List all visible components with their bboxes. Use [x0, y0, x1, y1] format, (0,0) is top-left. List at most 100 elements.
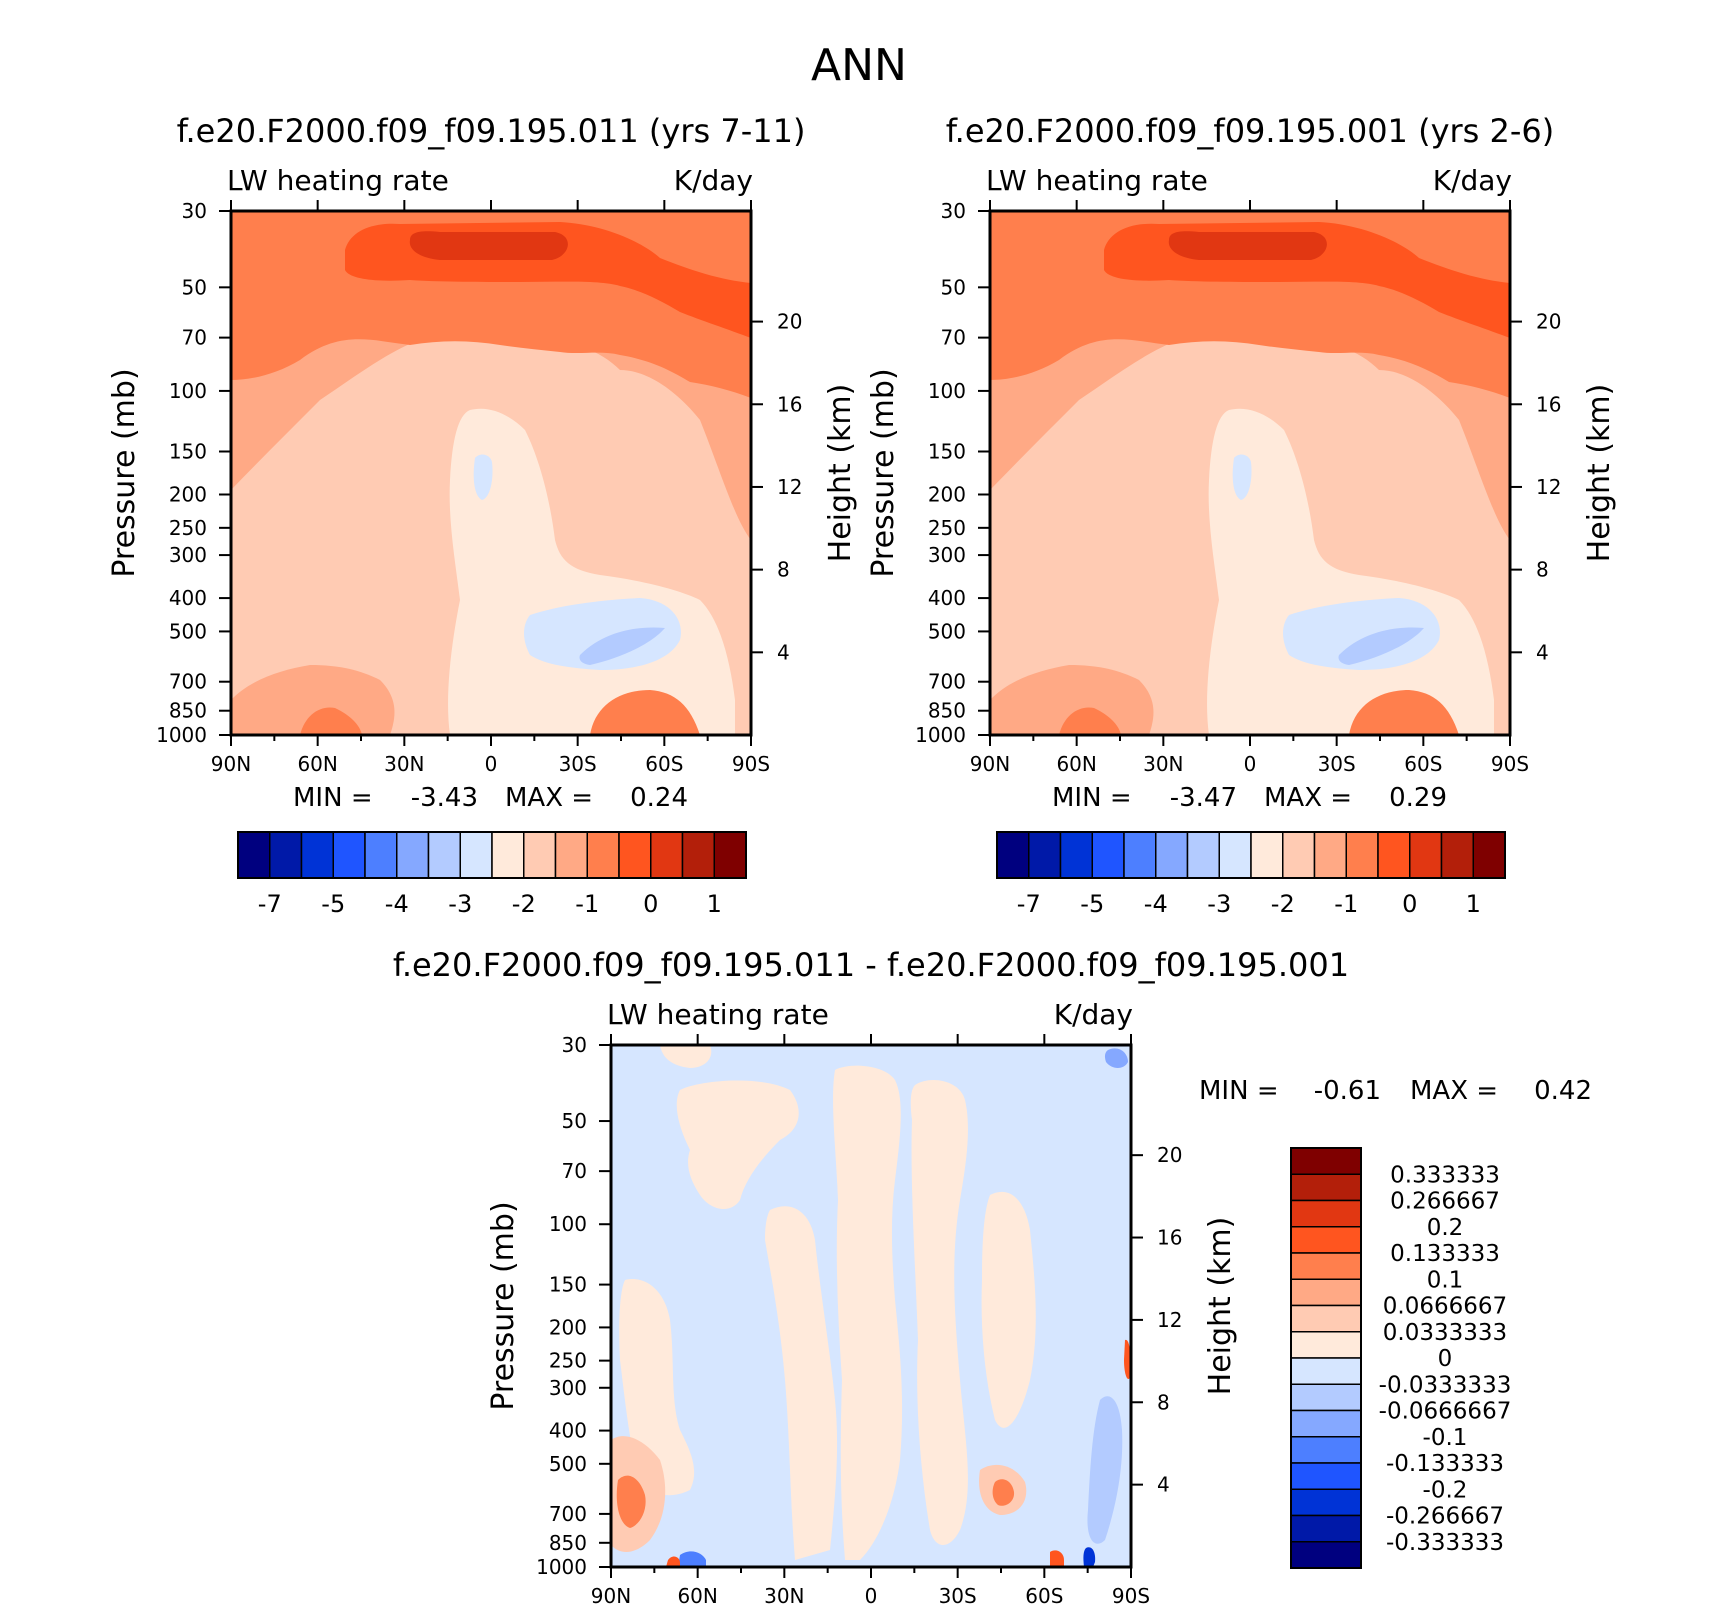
y-tick-label: 400 — [549, 1419, 587, 1443]
panel-2-contour-lower-right — [1349, 690, 1459, 735]
x-tick-label: 90N — [591, 1584, 631, 1608]
x-tick-label: 90S — [1112, 1584, 1150, 1608]
panel-3-colorbar: 0.3333330.2666670.20.1333330.10.06666670… — [1290, 1147, 1512, 1569]
x-tick-label: 90S — [732, 752, 770, 776]
colorbar-box — [554, 831, 588, 879]
panel-2-ylabel: Pressure (mb) — [866, 368, 901, 577]
colorbar-label: -2 — [512, 890, 536, 918]
panel-1-ylabel: Pressure (mb) — [107, 368, 142, 577]
colorbar-label: -4 — [385, 890, 409, 918]
colorbar-box — [1345, 831, 1379, 879]
panel-3-max-label: MAX = — [1410, 1076, 1498, 1106]
colorbar-label: -5 — [321, 890, 345, 918]
y-tick-label: 150 — [928, 440, 966, 464]
panel-3-positive-band-5 — [981, 1191, 1036, 1428]
y-tick-label: 250 — [169, 516, 207, 540]
colorbar-box — [1290, 1383, 1362, 1412]
y-right-tick-label: 16 — [1157, 1226, 1182, 1250]
y-right-tick-label: 12 — [1536, 475, 1561, 499]
y-tick-label: 500 — [169, 619, 207, 643]
x-tick-label: 30S — [559, 752, 597, 776]
y-right-tick-label: 8 — [1536, 558, 1549, 582]
colorbar-label: -1 — [575, 890, 599, 918]
y-tick-label: 30 — [182, 199, 207, 223]
x-tick-label: 90N — [211, 752, 251, 776]
panel-2-contour-lower-left — [990, 665, 1154, 735]
panel-1-plot-area — [231, 211, 751, 735]
panel-1-colorbar: -7 -5 -4 -3 -2 -1 0 1 — [237, 831, 747, 918]
x-tick-label: 30N — [764, 1584, 804, 1608]
colorbar-label: -3 — [448, 890, 472, 918]
panel-3-negative-bottom-left — [678, 1551, 706, 1567]
colorbar-label: -0.266667 — [1386, 1504, 1504, 1530]
panel-3-axes: 90N 60N 30N 0 30S 60S 90S 30 50 70 100 150 200 250 300… — [536, 1033, 1182, 1608]
colorbar-label: -4 — [1144, 890, 1168, 918]
panel-3-title: f.e20.F2000.f09_f09.195.011 - f.e20.F200… — [393, 946, 1349, 984]
y-right-tick-label: 4 — [1536, 640, 1549, 664]
panel-3-units: K/day — [1054, 998, 1133, 1031]
x-tick-label: 0 — [1244, 752, 1257, 776]
colorbar-label: 0.0333333 — [1383, 1320, 1507, 1346]
panel-2-colorbar: -7 -5 -4 -3 -2 -1 0 1 — [996, 831, 1506, 918]
colorbar-box — [1155, 831, 1189, 879]
colorbar-box — [586, 831, 620, 879]
panel-3-ylabel-right: Height (km) — [1203, 1217, 1238, 1396]
colorbar-label: -0.133333 — [1386, 1451, 1504, 1477]
y-tick-label: 100 — [928, 379, 966, 403]
colorbar-label: -7 — [1017, 890, 1041, 918]
panel-2-contour-neg-spot — [1232, 454, 1252, 500]
colorbar-label: 1 — [1466, 890, 1481, 918]
panel-3-max-value: 0.42 — [1534, 1076, 1592, 1106]
colorbar-box — [1290, 1514, 1362, 1543]
panel-2-units: K/day — [1433, 164, 1512, 197]
colorbar-label: -0.2 — [1423, 1477, 1468, 1503]
panel-2-plot-area — [990, 211, 1510, 735]
colorbar-box — [1028, 831, 1062, 879]
colorbar-frame — [237, 831, 747, 879]
colorbar-box — [681, 831, 715, 879]
y-right-tick-label: 4 — [777, 640, 790, 664]
panel-3-min-label: MIN = — [1199, 1076, 1279, 1106]
panel-1-units: K/day — [674, 164, 753, 197]
y-tick-label: 1000 — [915, 723, 966, 747]
panel-1: f.e20.F2000.f09_f09.195.011 (yrs 7-11) L… — [107, 112, 858, 918]
colorbar-box — [1290, 1541, 1362, 1569]
panel-3: f.e20.F2000.f09_f09.195.011 - f.e20.F200… — [393, 946, 1592, 1608]
y-tick-label: 850 — [169, 699, 207, 723]
x-tick-label: 30N — [384, 752, 424, 776]
colorbar-label: -0.0666667 — [1379, 1399, 1512, 1425]
y-tick-label: 70 — [941, 326, 966, 350]
x-tick-label: 0 — [485, 752, 498, 776]
panel-3-negative-bottom-right — [1083, 1547, 1096, 1567]
y-tick-label: 70 — [562, 1159, 587, 1183]
panel-3-positive-band-2 — [833, 1065, 903, 1560]
colorbar-label: 0 — [1402, 890, 1417, 918]
panel-3-positive-band-3 — [910, 1080, 968, 1545]
panel-3-plot-area — [611, 1045, 1131, 1567]
y-tick-label: 500 — [549, 1452, 587, 1476]
colorbar-frame — [996, 831, 1506, 879]
y-tick-label: 700 — [169, 670, 207, 694]
y-tick-label: 50 — [941, 275, 966, 299]
y-right-tick-label: 8 — [1157, 1390, 1170, 1414]
y-right-tick-label: 20 — [1157, 1143, 1182, 1167]
colorbar-box — [1313, 831, 1347, 879]
x-tick-label: 0 — [865, 1584, 878, 1608]
y-tick-label: 70 — [182, 326, 207, 350]
colorbar-box — [1290, 1304, 1362, 1333]
y-right-tick-label: 16 — [1536, 392, 1561, 416]
y-tick-label: 400 — [928, 586, 966, 610]
panel-1-contour-neg-spot — [473, 454, 493, 500]
y-tick-label: 30 — [562, 1033, 587, 1057]
panel-2-min-value: -3.47 — [1170, 783, 1237, 813]
colorbar-box — [1091, 831, 1125, 879]
colorbar-box — [396, 831, 430, 879]
panel-3-positive-right-core — [992, 1479, 1015, 1506]
panel-2-title: f.e20.F2000.f09_f09.195.001 (yrs 2-6) — [946, 112, 1555, 150]
panel-2-max-label: MAX = — [1264, 783, 1352, 813]
panel-1-contour-neg-outer — [524, 598, 681, 670]
y-right-tick-label: 16 — [777, 392, 802, 416]
panel-2-axes: 90N 60N 30N 0 30S 60S 90S 30 50 70 100 150 200 250 300… — [915, 199, 1561, 776]
colorbar-label: 0.2 — [1427, 1215, 1464, 1241]
y-tick-label: 150 — [169, 440, 207, 464]
